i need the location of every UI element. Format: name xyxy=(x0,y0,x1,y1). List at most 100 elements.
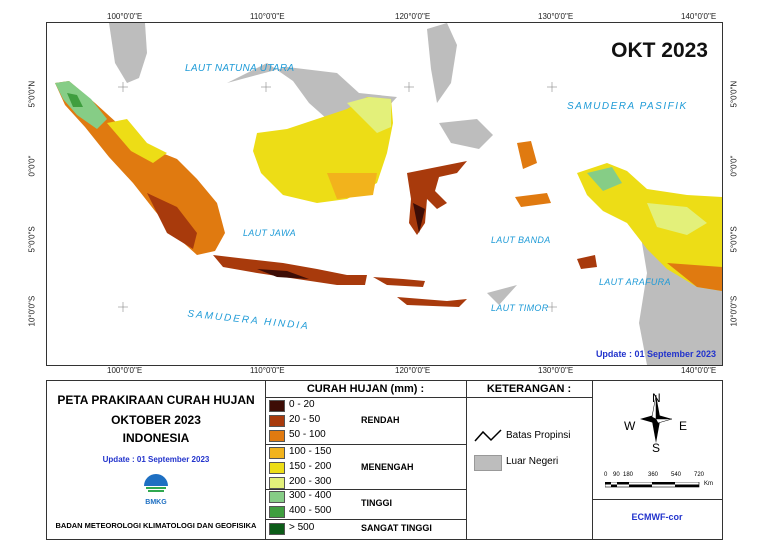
papua-south xyxy=(667,263,722,291)
graticule xyxy=(118,82,557,312)
lon-tick-100-bottom: 100°0'0"E xyxy=(107,366,143,375)
class-label-over-500: > 500 xyxy=(289,522,315,533)
scale-label-360: 360 xyxy=(648,472,659,478)
category-menengah: MENENGAH xyxy=(361,462,414,472)
divider xyxy=(592,499,722,500)
sumatra-mid xyxy=(107,119,167,163)
province-boundary-icon xyxy=(474,429,502,442)
swatch-50-100 xyxy=(269,430,285,442)
lon-tick-130: 130°0'0"E xyxy=(538,12,574,21)
nusa-tenggara-barat xyxy=(373,277,425,287)
kalimantan-north xyxy=(347,97,391,133)
category-rendah: RENDAH xyxy=(361,415,400,425)
map-update-date: Update : 01 September 2023 xyxy=(595,349,716,359)
keterangan-panel: KETERANGAN : Batas Propinsi Luar Negeri xyxy=(466,381,593,539)
bmkg-logo-icon xyxy=(140,473,172,497)
swatch-20-50 xyxy=(269,415,285,427)
maluku-tenggara xyxy=(577,255,597,269)
class-label-300-400: 300 - 400 xyxy=(289,490,332,501)
swatch-over-500 xyxy=(269,523,285,535)
keterangan-title: KETERANGAN : xyxy=(486,383,572,395)
lat-tick-0-right: 0°0'0" xyxy=(729,155,739,177)
lon-tick-140: 140°0'0"E xyxy=(681,12,717,21)
category-sangat-tinggi: SANGAT TINGGI xyxy=(361,523,432,533)
compass-scale-panel: N S W E 0 90 180 360 540 720 Km ECMWF-co… xyxy=(592,381,722,539)
compass-east-label: E xyxy=(679,419,688,433)
lon-tick-110-bottom: 110°0'0"E xyxy=(250,366,285,375)
lon-tick-120: 120°0'0"E xyxy=(395,12,431,21)
lat-tick-5n: 5°0'0"N xyxy=(27,80,37,108)
swatch-400-500 xyxy=(269,506,285,518)
label-laut-natuna-utara: LAUT NATUNA UTARA xyxy=(185,63,295,74)
lon-tick-130-bottom: 130°0'0"E xyxy=(538,366,574,375)
papua xyxy=(577,163,722,291)
sulawesi xyxy=(407,161,467,235)
bmkg-logo-text: BMKG xyxy=(145,499,167,506)
class-label-100-150: 100 - 150 xyxy=(289,446,332,457)
swatch-0-20 xyxy=(269,400,285,412)
divider xyxy=(265,519,466,520)
swatch-100-150 xyxy=(269,447,285,459)
legend-title-line1: PETA PRAKIRAAN CURAH HUJAN xyxy=(57,393,255,407)
scale-unit: Km xyxy=(704,481,713,487)
scale-label-180: 180 xyxy=(623,472,634,478)
agency-name: BADAN METEOROLOGI KLIMATOLOGI DAN GEOFIS… xyxy=(55,521,257,530)
rainfall-classes-panel: CURAH HUJAN (mm) : 0 - 20 20 - 50 50 - 1… xyxy=(265,381,467,539)
legend-title-line3: INDONESIA xyxy=(122,431,190,445)
scale-label-90: 90 xyxy=(613,472,620,478)
category-tinggi: TINGGI xyxy=(361,498,392,508)
legend-title-panel: PETA PRAKIRAAN CURAH HUJAN OKTOBER 2023 … xyxy=(47,381,266,539)
legend-title-line2: OKTOBER 2023 xyxy=(111,413,201,427)
class-label-200-300: 200 - 300 xyxy=(289,476,332,487)
scale-label-540: 540 xyxy=(671,472,682,478)
lon-tick-110: 110°0'0"E xyxy=(250,12,285,21)
rainfall-classes-title: CURAH HUJAN (mm) : xyxy=(306,383,425,395)
label-laut-jawa: LAUT JAWA xyxy=(243,228,296,238)
compass-south-label: S xyxy=(652,441,661,455)
lon-tick-120-bottom: 120°0'0"E xyxy=(395,366,431,375)
legend-box: PETA PRAKIRAAN CURAH HUJAN OKTOBER 2023 … xyxy=(46,380,723,540)
java xyxy=(213,255,367,285)
nusa-tenggara-timur xyxy=(397,297,467,307)
province-boundary-label: Batas Propinsi xyxy=(506,430,571,441)
lat-tick-5s: 5°0'0"S xyxy=(27,226,37,253)
java-dry xyxy=(257,269,309,279)
swatch-200-300 xyxy=(269,477,285,489)
class-label-20-50: 20 - 50 xyxy=(289,414,321,425)
scale-bar xyxy=(605,482,700,488)
divider xyxy=(265,397,466,398)
foreign-land-label: Luar Negeri xyxy=(506,456,559,467)
class-label-0-20: 0 - 20 xyxy=(289,399,315,410)
scale-label-720: 720 xyxy=(694,472,705,478)
bmkg-logo-shape xyxy=(144,474,168,492)
swatch-150-200 xyxy=(269,462,285,474)
papua-central xyxy=(647,203,707,235)
sumatra-south xyxy=(147,193,197,249)
legend-update-date: Update : 01 September 2023 xyxy=(102,455,210,464)
divider xyxy=(466,397,592,398)
model-name: ECMWF-cor xyxy=(631,512,683,522)
label-laut-arafura: LAUT ARAFURA xyxy=(599,277,671,287)
label-laut-timor: LAUT TIMOR xyxy=(491,303,549,313)
lat-tick-5s-right: 5°0'0"S xyxy=(729,226,739,253)
maluku-halmahera xyxy=(517,141,537,169)
compass-north-label: N xyxy=(652,391,661,405)
label-laut-banda: LAUT BANDA xyxy=(491,235,551,245)
compass-rose-icon xyxy=(640,394,673,443)
class-label-150-200: 150 - 200 xyxy=(289,461,332,472)
lon-tick-140-bottom: 140°0'0"E xyxy=(681,366,717,375)
maluku-seram xyxy=(515,193,551,207)
papua-head-wet xyxy=(587,167,622,191)
rainfall-map: OKT 2023 LAUT NATUNA UTARA SAMUDERA PASI… xyxy=(46,22,723,366)
class-label-50-100: 50 - 100 xyxy=(289,429,326,440)
compass-west-label: W xyxy=(624,419,636,433)
sulawesi-south-dry xyxy=(413,203,425,233)
lat-tick-5n-right: 5°0'0"N xyxy=(729,80,739,108)
scale-label-0: 0 xyxy=(604,472,608,478)
map-canvas xyxy=(55,23,722,365)
lon-tick-100: 100°0'0"E xyxy=(107,12,143,21)
lat-tick-10s: 10°0'0"S xyxy=(27,295,37,327)
kalimantan-south xyxy=(327,173,377,199)
class-label-400-500: 400 - 500 xyxy=(289,505,332,516)
divider xyxy=(265,444,466,445)
